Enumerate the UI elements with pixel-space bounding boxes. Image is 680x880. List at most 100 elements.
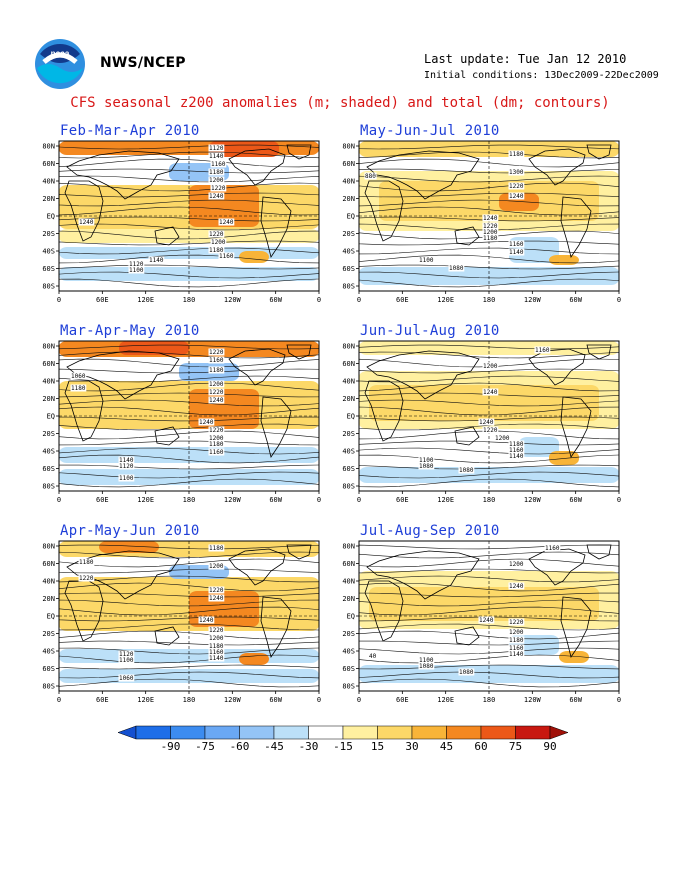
height-contour xyxy=(59,254,319,264)
height-contour xyxy=(359,558,619,568)
height-contour xyxy=(359,430,619,440)
lat-label: 40S xyxy=(42,448,55,456)
lat-label: 40N xyxy=(342,378,355,386)
height-contour xyxy=(359,206,619,216)
lat-label: 40N xyxy=(42,578,55,586)
height-contour xyxy=(59,375,319,383)
height-contour xyxy=(359,551,619,559)
height-contour xyxy=(59,416,319,422)
coastline xyxy=(260,396,292,458)
anomaly-shading xyxy=(359,467,619,483)
contour-label: 1240 xyxy=(209,397,224,404)
lat-label: 20S xyxy=(42,430,55,438)
height-contour xyxy=(59,623,319,631)
contour-label: 1180 xyxy=(509,151,524,158)
contour-label: 1120 xyxy=(209,145,224,152)
lon-label: 0 xyxy=(317,496,321,504)
colorbar-label: 30 xyxy=(405,740,418,753)
lon-label: 120W xyxy=(524,496,542,504)
lon-label: 0 xyxy=(617,696,621,704)
height-contour xyxy=(59,544,319,550)
colorbar-neg-tip xyxy=(118,725,137,740)
lon-label: 120W xyxy=(524,296,542,304)
contour-label: 1160 xyxy=(209,449,224,456)
coastline xyxy=(454,226,480,246)
height-contour xyxy=(359,158,619,168)
lon-label: 0 xyxy=(317,296,321,304)
contour-label: 1240 xyxy=(509,193,524,200)
lon-label: 120E xyxy=(437,296,454,304)
lat-label: 20S xyxy=(42,630,55,638)
height-contour xyxy=(59,430,319,440)
coastline xyxy=(560,196,592,258)
panel-title-fma: Feb-Mar-Apr 2010 xyxy=(60,123,200,139)
colorbar-label: 90 xyxy=(543,740,556,753)
coastline xyxy=(286,144,312,160)
contour-label: 1140 xyxy=(509,249,524,256)
colorbar-swatch xyxy=(480,725,516,740)
colorbar-swatch xyxy=(377,725,413,740)
contour-label: 1300 xyxy=(509,169,524,176)
lat-label: 60N xyxy=(42,160,55,168)
lat-label: 40S xyxy=(342,648,355,656)
lon-label: 120W xyxy=(524,696,542,704)
contour-label: 40 xyxy=(369,653,377,660)
contour-label: 1120 xyxy=(119,651,134,658)
coastline xyxy=(260,196,292,258)
height-contour xyxy=(359,254,619,264)
height-contour xyxy=(359,454,619,464)
colorbar-swatch xyxy=(515,725,551,740)
coastline xyxy=(286,344,312,360)
lon-label: 60E xyxy=(396,696,409,704)
colorbar-label: 15 xyxy=(371,740,384,753)
lat-label: 40N xyxy=(42,178,55,186)
contour-label: 1160 xyxy=(509,447,524,454)
coastline xyxy=(528,148,586,186)
anomaly-shading xyxy=(239,251,269,263)
contour-label: 1200 xyxy=(509,561,524,568)
coastline xyxy=(64,380,104,442)
contour-label: 1200 xyxy=(209,177,224,184)
contour-label: 1120 xyxy=(129,261,144,268)
lat-label: 80S xyxy=(342,683,355,691)
lat-label: 40N xyxy=(342,178,355,186)
lon-label: 0 xyxy=(617,496,621,504)
lon-label: 60W xyxy=(569,496,582,504)
lat-label: 60N xyxy=(342,360,355,368)
lon-label: 180 xyxy=(483,696,496,704)
coastline xyxy=(228,348,286,386)
panel-title-mam: Mar-Apr-May 2010 xyxy=(60,323,200,339)
contour-label: 1200 xyxy=(209,435,224,442)
coastline xyxy=(586,344,612,360)
height-contour xyxy=(359,582,619,592)
height-contour xyxy=(359,592,619,598)
contour-label: 880 xyxy=(365,173,376,180)
height-contour xyxy=(359,464,619,470)
lat-label: 60S xyxy=(42,265,55,273)
lat-label: 20N xyxy=(342,195,355,203)
height-contour xyxy=(359,344,619,350)
contour-label: 1180 xyxy=(209,169,224,176)
contour-label: 1240 xyxy=(509,583,524,590)
lat-label: 40S xyxy=(342,448,355,456)
height-contour xyxy=(359,664,619,670)
height-contour xyxy=(359,440,619,446)
height-contour xyxy=(359,230,619,240)
contour-label: 1160 xyxy=(509,645,524,652)
contour-label: 1100 xyxy=(119,657,134,664)
contour-label: 1180 xyxy=(483,235,498,242)
height-contour xyxy=(359,640,619,646)
height-contour xyxy=(359,392,619,398)
contour-label: 1160 xyxy=(535,347,550,354)
height-contour xyxy=(59,551,319,559)
lon-label: 60E xyxy=(96,696,109,704)
height-contour xyxy=(59,592,319,598)
height-contour xyxy=(359,223,619,231)
contour-label: 1200 xyxy=(211,239,226,246)
colorbar-label: 75 xyxy=(509,740,522,753)
contour-label: 1240 xyxy=(479,419,494,426)
contour-label: 1160 xyxy=(545,545,560,552)
colorbar-pos-tip xyxy=(549,725,568,740)
lon-label: 60W xyxy=(269,496,282,504)
height-contour xyxy=(359,406,619,416)
